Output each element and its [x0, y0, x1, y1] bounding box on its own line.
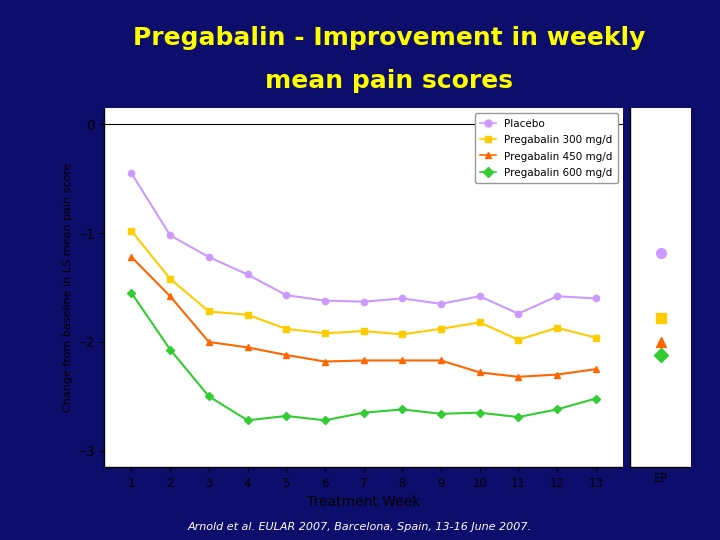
Pregabalin 600 mg/d	[243, 417, 252, 423]
Pregabalin 300 mg/d	[514, 336, 523, 343]
Line: Placebo: Placebo	[128, 170, 599, 317]
Pregabalin 450 mg/d	[359, 357, 368, 364]
Pregabalin 600 mg/d	[320, 417, 329, 423]
Pregabalin 450 mg/d	[127, 254, 136, 260]
Pregabalin 450 mg/d	[166, 293, 174, 300]
Pregabalin 600 mg/d	[591, 395, 600, 402]
Y-axis label: Change from baseline in LS mean pain score: Change from baseline in LS mean pain sco…	[63, 163, 73, 413]
Pregabalin 300 mg/d	[398, 331, 407, 338]
Pregabalin 300 mg/d	[436, 326, 445, 332]
Pregabalin 600 mg/d	[514, 414, 523, 420]
Placebo	[475, 293, 484, 300]
Placebo	[591, 295, 600, 302]
Legend: Placebo, Pregabalin 300 mg/d, Pregabalin 450 mg/d, Pregabalin 600 mg/d: Placebo, Pregabalin 300 mg/d, Pregabalin…	[475, 113, 618, 183]
Pregabalin 600 mg/d	[204, 393, 213, 400]
Pregabalin 600 mg/d	[359, 409, 368, 416]
Pregabalin 600 mg/d	[436, 410, 445, 417]
Placebo	[514, 310, 523, 317]
Pregabalin 450 mg/d	[320, 359, 329, 365]
Pregabalin 300 mg/d	[591, 334, 600, 341]
Pregabalin 300 mg/d	[320, 330, 329, 336]
Pregabalin 450 mg/d	[398, 357, 407, 364]
Line: Pregabalin 600 mg/d: Pregabalin 600 mg/d	[128, 290, 599, 423]
Placebo	[243, 271, 252, 278]
Text: Pregabalin - Improvement in weekly: Pregabalin - Improvement in weekly	[132, 26, 645, 50]
Placebo	[553, 293, 562, 300]
Pregabalin 600 mg/d	[553, 406, 562, 413]
X-axis label: Treatment Week: Treatment Week	[307, 495, 420, 509]
Pregabalin 300 mg/d	[166, 275, 174, 282]
Placebo	[282, 292, 291, 299]
Pregabalin 450 mg/d	[475, 369, 484, 376]
Placebo	[359, 299, 368, 305]
Text: mean pain scores: mean pain scores	[265, 69, 513, 93]
Placebo	[436, 301, 445, 307]
Pregabalin 450 mg/d	[553, 372, 562, 378]
Pregabalin 450 mg/d	[282, 352, 291, 358]
Placebo	[398, 295, 407, 302]
Line: Pregabalin 450 mg/d: Pregabalin 450 mg/d	[128, 254, 599, 380]
Pregabalin 300 mg/d	[282, 326, 291, 332]
Placebo	[204, 254, 213, 260]
Line: Pregabalin 300 mg/d: Pregabalin 300 mg/d	[128, 228, 599, 343]
Placebo	[166, 232, 174, 239]
Pregabalin 300 mg/d	[127, 228, 136, 234]
Pregabalin 450 mg/d	[436, 357, 445, 364]
Pregabalin 450 mg/d	[591, 366, 600, 373]
Placebo	[127, 170, 136, 177]
Pregabalin 600 mg/d	[127, 290, 136, 296]
Pregabalin 450 mg/d	[204, 339, 213, 345]
Pregabalin 450 mg/d	[514, 374, 523, 380]
Pregabalin 600 mg/d	[166, 346, 174, 353]
Pregabalin 600 mg/d	[398, 406, 407, 413]
Pregabalin 600 mg/d	[282, 413, 291, 419]
Pregabalin 300 mg/d	[359, 328, 368, 334]
Placebo	[320, 298, 329, 304]
Pregabalin 450 mg/d	[243, 344, 252, 350]
Pregabalin 300 mg/d	[243, 312, 252, 318]
Pregabalin 300 mg/d	[553, 325, 562, 331]
Pregabalin 300 mg/d	[475, 319, 484, 326]
Pregabalin 600 mg/d	[475, 409, 484, 416]
Text: Arnold et al. EULAR 2007, Barcelona, Spain, 13-16 June 2007.: Arnold et al. EULAR 2007, Barcelona, Spa…	[188, 522, 532, 532]
Pregabalin 300 mg/d	[204, 308, 213, 315]
